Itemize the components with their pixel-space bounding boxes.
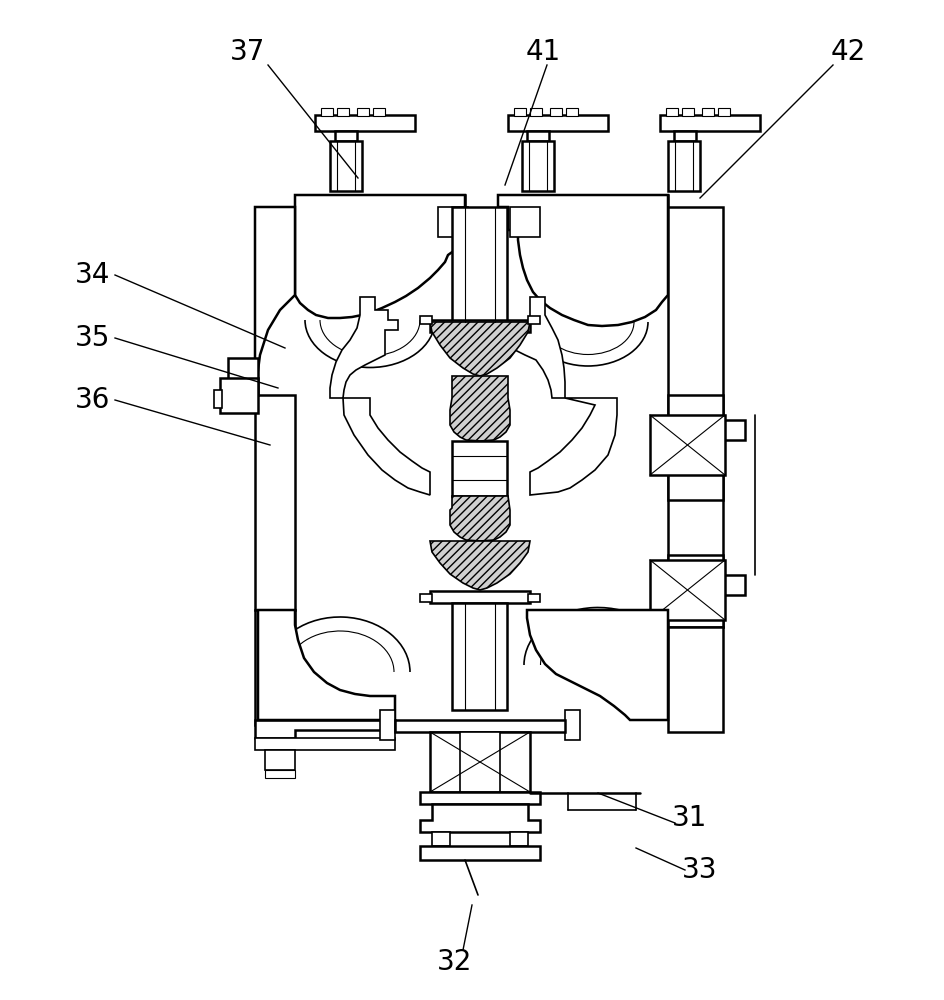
Bar xyxy=(667,627,722,732)
Polygon shape xyxy=(343,398,430,495)
Bar xyxy=(431,832,449,846)
Bar xyxy=(430,320,530,332)
Text: 41: 41 xyxy=(525,38,560,66)
Polygon shape xyxy=(255,207,295,395)
Bar xyxy=(295,195,464,207)
Text: 34: 34 xyxy=(76,261,110,289)
Bar xyxy=(264,770,295,778)
Bar xyxy=(213,390,222,408)
Text: 42: 42 xyxy=(830,38,865,66)
Bar xyxy=(437,207,467,237)
Text: 31: 31 xyxy=(671,804,707,832)
Polygon shape xyxy=(510,297,565,398)
Bar xyxy=(510,207,539,237)
Bar xyxy=(521,141,553,191)
Bar xyxy=(510,832,528,846)
Bar xyxy=(717,108,729,116)
Polygon shape xyxy=(255,720,395,738)
Bar xyxy=(530,108,542,116)
Bar xyxy=(649,560,724,620)
Bar xyxy=(419,846,539,860)
Bar xyxy=(659,115,759,131)
Bar xyxy=(673,131,696,141)
Polygon shape xyxy=(430,322,530,376)
Bar xyxy=(528,594,539,602)
Polygon shape xyxy=(527,610,667,720)
Polygon shape xyxy=(419,804,539,832)
Bar xyxy=(451,332,507,352)
Bar xyxy=(667,207,722,627)
Polygon shape xyxy=(497,195,667,326)
Bar xyxy=(508,115,607,131)
Bar xyxy=(701,108,714,116)
Bar xyxy=(419,316,431,324)
Bar xyxy=(666,108,677,116)
Polygon shape xyxy=(228,358,258,395)
Bar xyxy=(430,732,530,792)
Bar xyxy=(337,108,348,116)
Polygon shape xyxy=(430,541,530,590)
Bar xyxy=(419,792,539,804)
Bar xyxy=(460,732,499,792)
Polygon shape xyxy=(667,395,744,500)
Polygon shape xyxy=(449,496,510,541)
Text: 36: 36 xyxy=(76,386,110,414)
Polygon shape xyxy=(530,398,616,495)
Bar xyxy=(255,738,395,750)
Bar xyxy=(255,610,295,725)
Bar xyxy=(549,108,562,116)
Bar xyxy=(255,395,295,610)
Bar xyxy=(419,594,431,602)
Polygon shape xyxy=(667,555,744,627)
Bar xyxy=(430,591,530,603)
Bar xyxy=(314,115,414,131)
Bar xyxy=(528,316,539,324)
Bar xyxy=(565,108,578,116)
Bar xyxy=(565,710,580,740)
Polygon shape xyxy=(329,297,397,398)
Bar xyxy=(527,131,548,141)
Bar xyxy=(514,108,526,116)
Bar xyxy=(379,710,395,740)
Text: 37: 37 xyxy=(230,38,265,66)
Bar xyxy=(451,207,507,322)
Bar xyxy=(667,141,700,191)
Bar xyxy=(321,108,332,116)
Bar xyxy=(451,603,507,710)
Bar xyxy=(357,108,368,116)
Bar xyxy=(373,108,384,116)
Bar xyxy=(451,441,507,496)
Bar xyxy=(682,108,693,116)
Polygon shape xyxy=(449,376,510,441)
Polygon shape xyxy=(258,610,395,720)
Text: 32: 32 xyxy=(437,948,472,976)
Bar xyxy=(334,131,357,141)
Bar xyxy=(329,141,362,191)
Bar xyxy=(649,415,724,475)
Bar xyxy=(395,720,565,732)
Bar xyxy=(264,750,295,770)
Text: 35: 35 xyxy=(76,324,110,352)
Bar xyxy=(220,378,258,413)
Text: 33: 33 xyxy=(682,856,717,884)
Polygon shape xyxy=(295,195,464,318)
Bar xyxy=(497,195,667,207)
